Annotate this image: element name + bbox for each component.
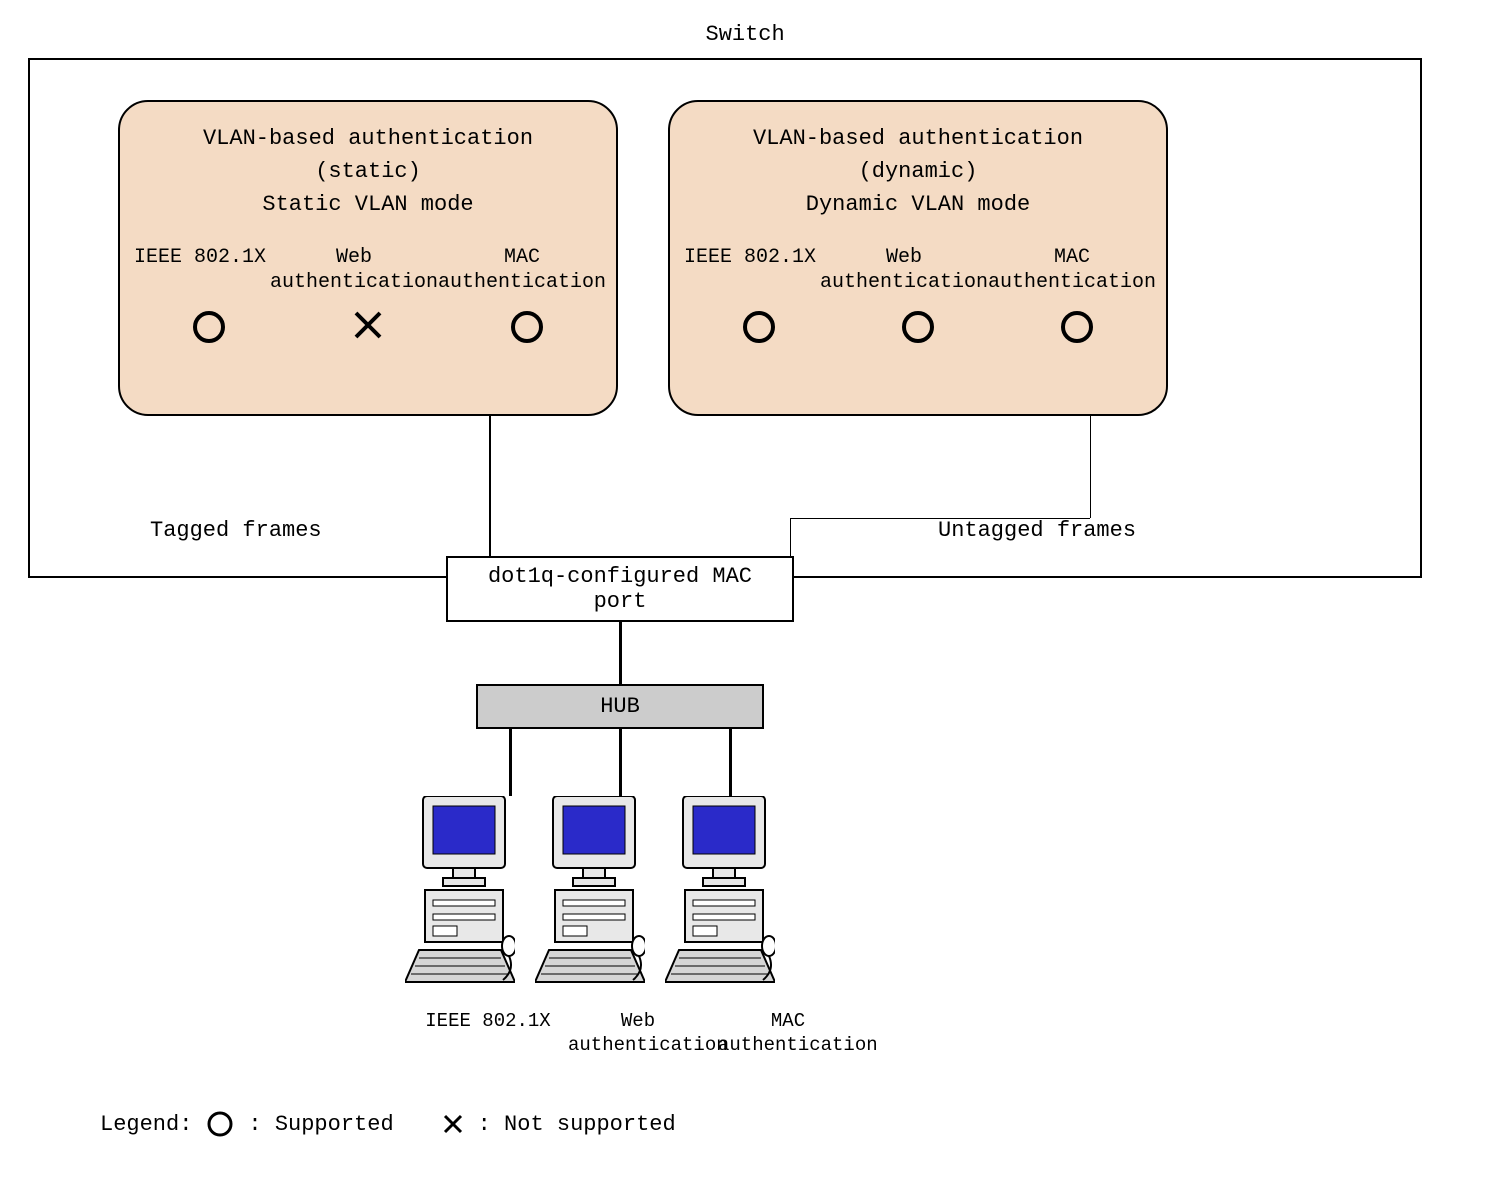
connector-line xyxy=(790,518,791,556)
connector-line xyxy=(489,416,491,556)
computer-icon xyxy=(535,796,645,1001)
supported-icon xyxy=(997,309,1156,350)
legend-not-supported: : Not supported xyxy=(478,1112,676,1137)
legend-prefix: Legend: xyxy=(100,1112,192,1137)
auth-col-label: IEEE 802.1X xyxy=(134,246,266,269)
vlan-title-line: VLAN-based authentication xyxy=(753,126,1083,151)
pc-label: authentication xyxy=(718,1034,878,1056)
pc-labels-row: IEEE 802.1XWebauthenticationMACauthentic… xyxy=(418,1010,858,1058)
auth-column: MACauthentication xyxy=(988,245,1156,295)
pc-label: authentication xyxy=(568,1034,728,1056)
tagged-frames-label: Tagged frames xyxy=(150,518,322,543)
auth-col-label: Web xyxy=(336,246,372,269)
supported-icon xyxy=(839,309,998,350)
auth-col-label: IEEE 802.1X xyxy=(684,246,816,269)
computer-icon xyxy=(665,796,775,1001)
legend-supported: : Supported xyxy=(248,1112,393,1137)
pc-label: Web xyxy=(621,1010,655,1032)
auth-col-label: Web xyxy=(886,246,922,269)
not-supported-icon xyxy=(442,1113,464,1135)
vlan-title-line: Dynamic VLAN mode xyxy=(806,192,1030,217)
auth-column: IEEE 802.1X xyxy=(130,245,270,295)
supported-icon xyxy=(130,309,289,350)
supported-icon xyxy=(206,1110,234,1138)
supported-icon xyxy=(680,309,839,350)
auth-col-label: MAC xyxy=(1054,246,1090,269)
vlan-left-box: VLAN-based authentication (static) Static … xyxy=(118,100,618,416)
vlan-title-line: (static) xyxy=(315,159,421,184)
auth-column: Webauthentication xyxy=(270,245,438,295)
vlan-title-line: (dynamic) xyxy=(859,159,978,184)
untagged-frames-label: Untagged frames xyxy=(938,518,1136,543)
diagram-title: Switch xyxy=(706,22,785,47)
auth-col-label: MAC xyxy=(504,246,540,269)
auth-col-label: authentication xyxy=(820,271,988,294)
connector-line xyxy=(1090,416,1091,518)
pc-label-cell: MACauthentication xyxy=(718,1010,858,1058)
supported-icon xyxy=(447,309,606,350)
computer-icon xyxy=(405,796,515,1001)
auth-col-label: authentication xyxy=(988,271,1156,294)
not-supported-icon xyxy=(289,309,448,350)
legend: Legend: : Supported : Not supported xyxy=(100,1110,676,1138)
auth-col-label: authentication xyxy=(270,271,438,294)
pc-label-cell: IEEE 802.1X xyxy=(418,1010,558,1058)
connector-line xyxy=(790,518,1090,519)
connector-line xyxy=(619,728,622,796)
auth-column: IEEE 802.1X xyxy=(680,245,820,295)
vlan-title-line: VLAN-based authentication xyxy=(203,126,533,151)
pc-label-cell: Webauthentication xyxy=(568,1010,708,1058)
pc-label: IEEE 802.1X xyxy=(425,1010,550,1032)
auth-column: Webauthentication xyxy=(820,245,988,295)
pc-label: MAC xyxy=(771,1010,805,1032)
connector-line xyxy=(729,728,732,796)
connector-line xyxy=(509,728,512,796)
hub-box: HUB xyxy=(476,684,764,729)
auth-column: MACauthentication xyxy=(438,245,606,295)
vlan-title-line: Static VLAN mode xyxy=(262,192,473,217)
vlan-right-box: VLAN-based authentication (dynamic) Dynami… xyxy=(668,100,1168,416)
auth-col-label: authentication xyxy=(438,271,606,294)
mac-port-box: dot1q-configured MAC port xyxy=(446,556,794,622)
